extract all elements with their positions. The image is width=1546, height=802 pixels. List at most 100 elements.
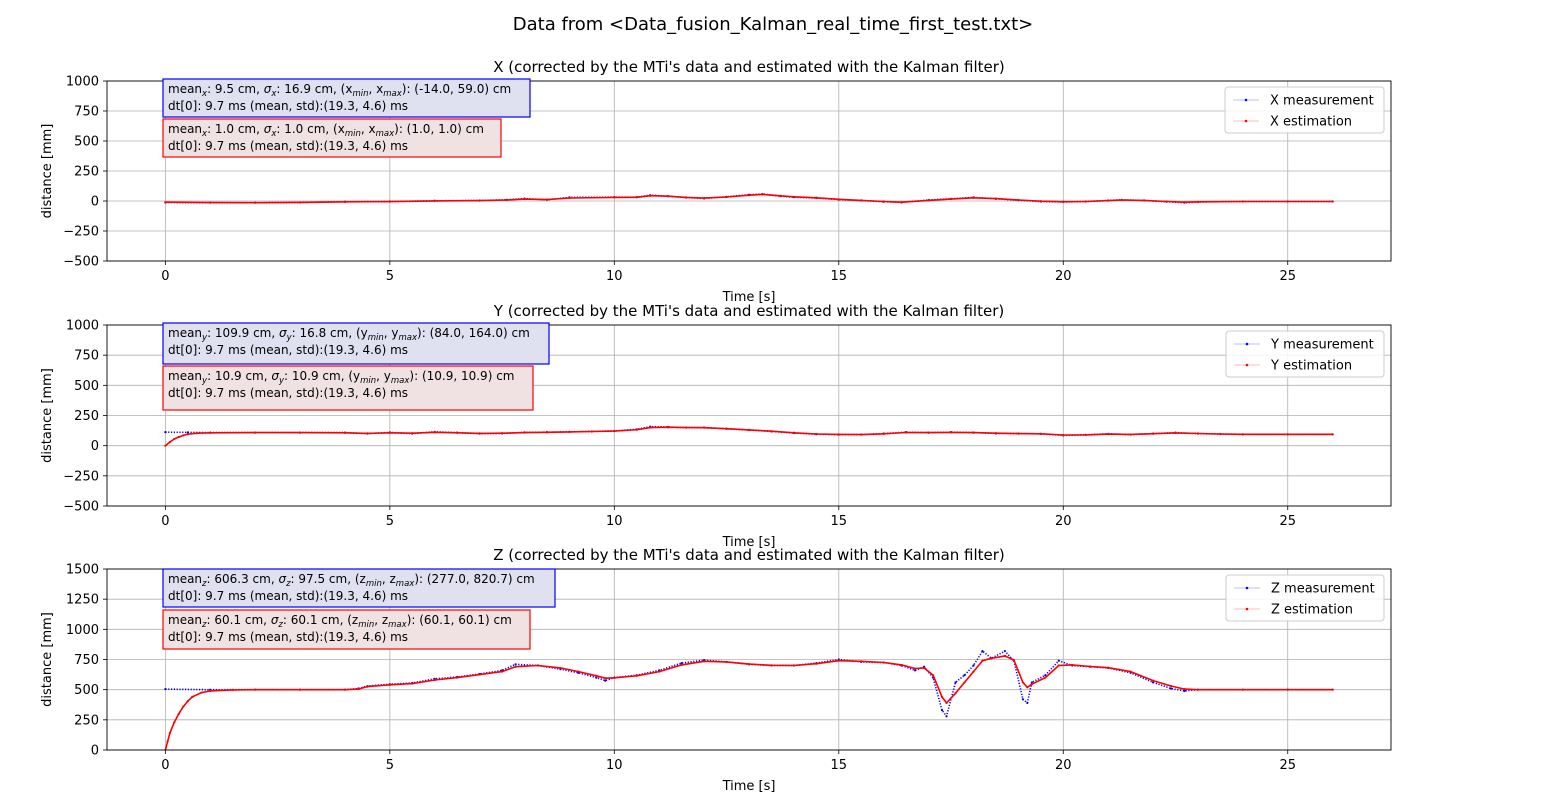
data-point-estimation — [411, 432, 414, 435]
x-tick-label: 5 — [386, 269, 394, 284]
stat-box-measurement: meanz: 606.3 cm, σz: 97.5 cm, (zmin, zma… — [162, 568, 556, 608]
x-tick-label: 20 — [1055, 758, 1072, 773]
data-point-estimation — [1241, 688, 1244, 691]
x-tick-label: 5 — [386, 758, 394, 773]
data-point-measurement — [1026, 701, 1029, 705]
figure-suptitle: Data from <Data_fusion_Kalman_real_time_… — [513, 14, 1034, 35]
data-point-measurement — [1044, 674, 1047, 677]
x-axis-label: Time [s] — [722, 290, 776, 305]
data-point-estimation — [837, 433, 840, 436]
data-point-estimation — [1286, 433, 1289, 436]
data-point-measurement — [945, 715, 948, 718]
data-point-estimation — [343, 431, 347, 434]
data-point-estimation — [649, 194, 652, 197]
legend-label-measurement: X measurement — [1270, 94, 1374, 109]
data-point-estimation — [182, 705, 185, 708]
data-point-estimation — [590, 430, 593, 433]
y-tick-label: 750 — [74, 349, 99, 364]
data-point-estimation — [366, 685, 369, 688]
legend: Z measurement Z estimation — [1225, 574, 1385, 622]
data-point-estimation — [1089, 665, 1092, 668]
stat-box-frame — [162, 609, 531, 650]
stat-box-line1: meanx: 1.0 cm, σx: 1.0 cm, (xmin, xmax):… — [168, 122, 484, 139]
data-point-estimation — [168, 732, 171, 735]
x-tick-label: 15 — [831, 758, 848, 773]
data-point-estimation — [1174, 431, 1177, 434]
data-point-measurement — [1151, 681, 1155, 684]
data-point-estimation — [478, 673, 481, 676]
subplot-title: Y (corrected by the MTi's data and estim… — [493, 302, 1004, 320]
legend-marker-estimation — [1244, 119, 1248, 123]
data-point-estimation — [177, 435, 180, 439]
data-point-measurement — [963, 674, 966, 677]
data-point-estimation — [860, 433, 863, 436]
axes-frame — [106, 80, 1392, 262]
legend-marker-estimation — [1245, 363, 1249, 367]
data-point-estimation — [1030, 683, 1033, 686]
data-point-estimation — [595, 674, 598, 677]
y-tick-label: 0 — [91, 744, 99, 759]
data-point-estimation — [1044, 676, 1047, 679]
data-point-estimation — [478, 199, 481, 202]
data-point-estimation — [1062, 200, 1065, 203]
data-point-estimation — [725, 195, 728, 199]
data-point-estimation — [456, 676, 459, 679]
stat-box-line2: dt[0]: 9.7 ms (mean, std):(19.3, 4.6) ms — [168, 99, 408, 113]
stat-box-line2: dt[0]: 9.7 ms (mean, std):(19.3, 4.6) ms — [168, 589, 408, 603]
series-line-measurement — [165, 650, 1333, 717]
y-tick-label: 0 — [91, 195, 99, 210]
legend-frame — [1224, 86, 1385, 134]
data-point-estimation — [725, 660, 728, 664]
data-point-estimation — [815, 196, 818, 199]
data-point-estimation — [173, 721, 176, 724]
data-point-estimation — [173, 437, 176, 441]
data-point-estimation — [792, 195, 795, 198]
data-point-measurement — [1057, 659, 1060, 662]
stat-box-line1: meanx: 9.5 cm, σx: 16.9 cm, (xmin, xmax)… — [168, 82, 511, 99]
data-point-estimation — [209, 689, 212, 692]
data-point-estimation — [927, 199, 930, 202]
data-point-estimation — [900, 201, 903, 204]
data-point-estimation — [949, 197, 953, 201]
data-point-measurement — [1030, 681, 1033, 684]
data-point-estimation — [1017, 432, 1020, 435]
data-point-estimation — [860, 199, 863, 202]
data-point-estimation — [343, 688, 347, 691]
stat-box-estimation: meany: 10.9 cm, σy: 10.9 cm, (ymin, ymax… — [162, 365, 534, 411]
data-point-estimation — [191, 695, 194, 699]
data-point-estimation — [900, 663, 903, 667]
data-point-estimation — [667, 195, 670, 198]
legend: X measurement X estimation — [1224, 86, 1385, 134]
y-tick-label: 1000 — [66, 75, 99, 90]
x-tick-label: 25 — [1279, 758, 1296, 773]
data-point-estimation — [456, 431, 459, 434]
legend-label-measurement: Z measurement — [1271, 582, 1375, 597]
y-tick-label: 1000 — [66, 623, 99, 638]
x-tick-label: 10 — [606, 758, 623, 773]
stat-box-estimation: meanz: 60.1 cm, σz: 60.1 cm, (zmin, zmax… — [162, 609, 531, 650]
data-point-estimation — [703, 660, 706, 663]
y-axis-label: distance [mm] — [40, 124, 55, 219]
data-point-estimation — [649, 426, 652, 429]
data-point-estimation — [770, 430, 773, 433]
data-point-estimation — [761, 193, 764, 196]
data-point-estimation — [635, 428, 638, 431]
data-point-estimation — [231, 688, 234, 692]
data-point-estimation — [536, 664, 540, 667]
data-point-estimation — [725, 427, 728, 430]
data-point-measurement — [1169, 687, 1173, 690]
data-point-estimation — [298, 431, 302, 434]
series-group — [164, 192, 1334, 204]
data-point-estimation — [177, 712, 180, 715]
data-point-estimation — [1062, 433, 1065, 437]
data-point-estimation — [388, 683, 391, 686]
legend-marker-measurement — [1245, 342, 1249, 346]
x-axis-label: Time [s] — [722, 535, 776, 550]
stat-box-frame — [162, 118, 502, 158]
data-point-estimation — [568, 196, 571, 200]
y-tick-label: 750 — [74, 653, 99, 668]
data-point-estimation — [1241, 433, 1244, 436]
data-point-estimation — [1196, 432, 1200, 435]
